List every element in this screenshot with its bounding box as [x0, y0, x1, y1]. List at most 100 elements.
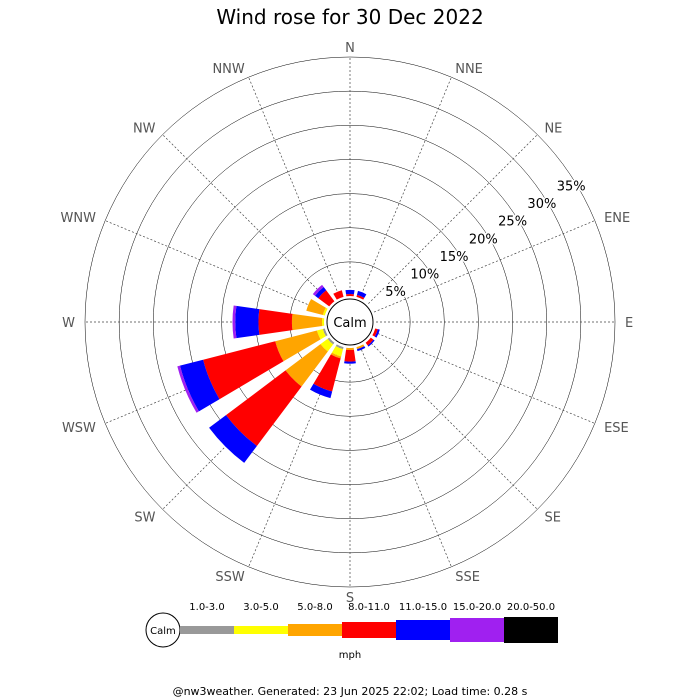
direction-label-sw: SW — [134, 510, 155, 525]
wedge-wsw-bin-5 — [177, 365, 199, 413]
legend-label-2: 5.0-8.0 — [297, 602, 332, 613]
legend-swatch-5 — [450, 618, 504, 642]
polar-grid — [84, 56, 616, 588]
wedge-s-bin-4 — [344, 361, 356, 364]
legend-label-1: 3.0-5.0 — [243, 602, 278, 613]
chart-title: Wind rose for 30 Dec 2022 — [216, 5, 483, 29]
direction-label-nnw: NNW — [212, 62, 244, 77]
wedge-wsw-bin-3 — [203, 341, 284, 400]
wedge-ssw-bin-4 — [309, 383, 333, 399]
wedge-sse-bin-2 — [356, 344, 365, 350]
direction-label-se: SE — [544, 510, 560, 525]
legend-label-6: 20.0-50.0 — [507, 602, 555, 613]
wedge-sw-bin-2 — [285, 344, 328, 387]
wedge-se-bin-3 — [365, 337, 374, 346]
direction-label-sse: SSE — [455, 570, 480, 585]
grid-ring-25 — [153, 125, 547, 519]
wedge-ese-bin-4 — [374, 329, 380, 338]
legend-swatch-2 — [288, 624, 342, 636]
grid-ring-15 — [221, 193, 479, 451]
wedge-ese-bin-3 — [372, 328, 378, 337]
ring-labels: 5% 10%15%20%25%30%35% — [384, 178, 587, 302]
wedge-n-bin-3 — [346, 293, 354, 297]
wedge-nw-bin-3 — [318, 290, 335, 307]
wedge-sse-bin-4 — [356, 346, 366, 352]
direction-label-n: N — [345, 41, 355, 56]
grid-spoke-se — [368, 340, 538, 510]
wedge-w-bin-1 — [321, 318, 325, 326]
direction-labels: N NNE NE ENE E ESE SE SSE S SSW SW WSW W WNW NW NNW — [60, 41, 633, 606]
legend-units: mph — [339, 650, 361, 661]
direction-label-ese: ESE — [604, 421, 629, 436]
wedge-sw-bin-0 — [327, 337, 335, 345]
wedge-w-bin-5 — [232, 305, 237, 339]
ring-label-35: 35% — [557, 180, 586, 195]
direction-label-ene: ENE — [604, 211, 630, 226]
wedge-ssw-bin-2 — [330, 352, 342, 359]
wedge-nw-bin-5 — [312, 284, 324, 296]
direction-label-e: E — [625, 316, 633, 331]
direction-label-nne: NNE — [455, 62, 483, 77]
wedge-wsw-bin-0 — [322, 328, 328, 337]
wedge-s-bin-2 — [346, 347, 354, 351]
wedge-nne-bin-4 — [356, 290, 367, 298]
legend-label-5: 15.0-20.0 — [453, 602, 501, 613]
legend-label-0: 1.0-3.0 — [189, 602, 224, 613]
wedge-sw-bin-3 — [226, 370, 302, 446]
grid-spoke-wnw — [105, 220, 327, 313]
grid-spoke-nnw — [248, 77, 341, 299]
direction-label-ne: NE — [544, 122, 562, 137]
grid-spoke-nw — [162, 134, 332, 304]
wedge-ssw-bin-1 — [331, 346, 344, 357]
legend-swatch-3 — [342, 622, 396, 638]
footer-text: @nw3weather. Generated: 23 Jun 2025 22:0… — [173, 685, 528, 698]
calm-center: Calm — [326, 298, 374, 346]
wind-wedges — [177, 284, 380, 463]
wedge-s-bin-3 — [344, 349, 356, 362]
ring-label-25: 25% — [498, 215, 527, 230]
ring-label-5: 5% — [385, 285, 406, 300]
wedge-wsw-bin-1 — [316, 328, 326, 340]
direction-label-ssw: SSW — [215, 570, 245, 585]
direction-label-nw: NW — [133, 122, 156, 137]
wedge-nnw-bin-3 — [333, 290, 344, 300]
wedge-w-bin-2 — [291, 313, 323, 331]
direction-label-wsw: WSW — [62, 421, 96, 436]
legend-label-3: 8.0-11.0 — [348, 602, 390, 613]
calm-circle — [326, 298, 374, 346]
wedge-ssw-bin-3 — [313, 354, 341, 392]
legend-swatch-0 — [180, 626, 234, 634]
legend-label-4: 11.0-15.0 — [399, 602, 447, 613]
wedge-w-bin-3 — [258, 309, 293, 335]
grid-ring-35 — [84, 56, 616, 588]
wedge-wnw-bin-1 — [322, 307, 328, 316]
ring-label-30: 30% — [527, 197, 556, 212]
wedge-ssw-bin-0 — [335, 344, 344, 350]
calm-label: Calm — [333, 316, 366, 331]
grid-spoke-sse — [359, 345, 452, 567]
grid-spoke-nne — [359, 77, 452, 299]
wedge-wsw-bin-2 — [275, 330, 321, 362]
direction-label-s: S — [346, 591, 354, 606]
ring-label-20: 20% — [469, 232, 498, 247]
grid-spoke-ese — [373, 331, 595, 424]
wedge-sw-bin-1 — [320, 338, 334, 352]
wedge-n-bin-4 — [345, 289, 355, 295]
wedge-se-bin-4 — [367, 339, 375, 347]
legend-bins: 1.0-3.0 3.0-5.0 5.0-8.0 8.0-11.0 11.0-15.0 15… — [180, 602, 558, 643]
wedge-wnw-bin-2 — [306, 299, 326, 316]
wedge-wsw-bin-4 — [179, 359, 220, 412]
legend-swatch-4 — [396, 620, 450, 640]
direction-label-w: W — [62, 316, 75, 331]
legend-calm-label: Calm — [150, 626, 176, 637]
wedge-w-bin-4 — [235, 305, 260, 339]
direction-label-wnw: WNW — [60, 211, 96, 226]
legend-swatch-1 — [234, 626, 288, 634]
wedge-nne-bin-3 — [356, 294, 365, 300]
legend-swatch-6 — [504, 617, 558, 643]
ring-label-10: 10% — [410, 267, 439, 282]
speed-legend: Calm 1.0-3.0 3.0-5.0 5.0-8.0 8.0-11.0 11.0-1… — [145, 602, 558, 661]
ring-label-15: 15% — [440, 250, 469, 265]
wedge-nw-bin-4 — [315, 287, 327, 299]
